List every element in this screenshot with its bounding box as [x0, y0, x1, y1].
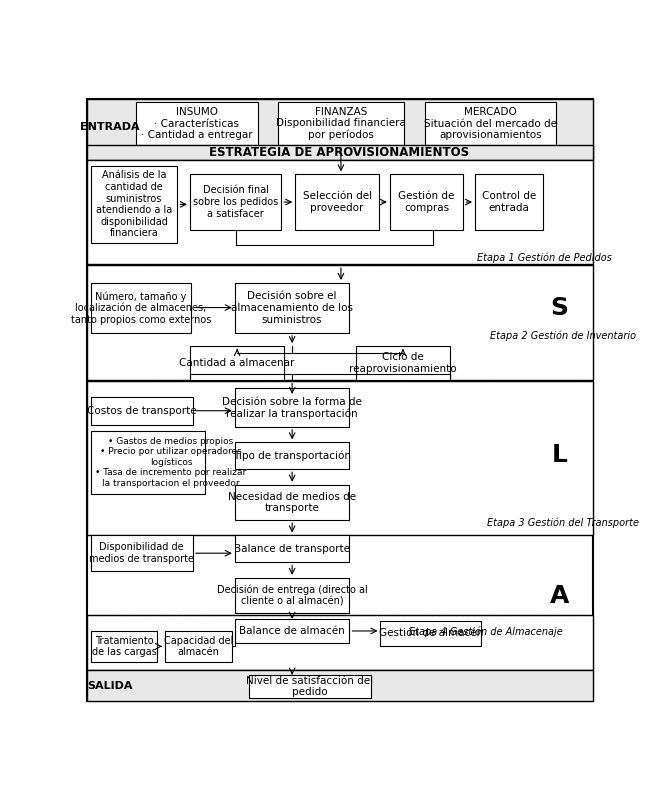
- Text: Necesidad de medios de
transporte: Necesidad de medios de transporte: [228, 492, 356, 513]
- Text: Decisión final
sobre los pedidos
a satisfacer: Decisión final sobre los pedidos a satis…: [193, 185, 278, 219]
- Text: Etapa 3 Gestión del Transporte: Etapa 3 Gestión del Transporte: [487, 518, 639, 528]
- Bar: [235, 283, 349, 333]
- Bar: [295, 174, 379, 230]
- Bar: [426, 102, 556, 145]
- Text: Gestión de almacén: Gestión de almacén: [379, 628, 483, 638]
- Text: ENTRADA: ENTRADA: [80, 123, 140, 132]
- Bar: [190, 174, 281, 230]
- Bar: [87, 381, 593, 535]
- Text: Etapa 4 Gestión de Almacenaje: Etapa 4 Gestión de Almacenaje: [409, 626, 563, 637]
- Text: Capacidad del
almacén: Capacidad del almacén: [164, 635, 233, 657]
- Bar: [235, 485, 349, 520]
- Text: MERCADO
Situación del mercado de
aprovisionamientos: MERCADO Situación del mercado de aprovis…: [424, 107, 557, 140]
- Bar: [87, 99, 593, 161]
- Text: Selección del
proveedor: Selección del proveedor: [302, 192, 372, 213]
- Bar: [381, 621, 481, 645]
- Text: Costos de transporte: Costos de transporte: [87, 406, 197, 416]
- Bar: [87, 670, 593, 701]
- Bar: [190, 346, 284, 380]
- Text: Análisis de la
cantidad de
suministros
atendiendo a la
disponibilidad
financiera: Análisis de la cantidad de suministros a…: [96, 170, 172, 238]
- Bar: [249, 675, 371, 698]
- Bar: [235, 388, 349, 427]
- Text: • Gastos de medios propios
• Precio por utilizar operadores
logísticos
• Tasa de: • Gastos de medios propios • Precio por …: [95, 437, 247, 488]
- Text: Número, tamaño y
localización de almacenes,
tanto propios como externos: Número, tamaño y localización de almacen…: [71, 291, 211, 325]
- Text: Tipo de transportación: Tipo de transportación: [233, 451, 351, 461]
- Bar: [91, 166, 178, 243]
- Text: Etapa 1 Gestión de Pedidos: Etapa 1 Gestión de Pedidos: [477, 253, 612, 263]
- Bar: [235, 442, 349, 469]
- Text: Gestión de
compras: Gestión de compras: [398, 192, 455, 213]
- Bar: [91, 631, 157, 662]
- Text: Etapa 2 Gestión de Inventario: Etapa 2 Gestión de Inventario: [491, 331, 636, 341]
- Bar: [91, 283, 192, 333]
- Bar: [355, 346, 450, 380]
- Text: Decisión sobre la forma de
realizar la transportación: Decisión sobre la forma de realizar la t…: [222, 397, 362, 419]
- Text: Decisión sobre el
almacenamiento de los
suministros: Decisión sobre el almacenamiento de los …: [231, 291, 353, 325]
- Bar: [87, 145, 593, 161]
- Text: S: S: [550, 295, 568, 319]
- Text: ESTRATEGIA DE APROVISIONAMIENTOS: ESTRATEGIA DE APROVISIONAMIENTOS: [210, 147, 469, 159]
- Bar: [91, 431, 206, 494]
- Bar: [91, 397, 193, 425]
- Text: Decisión de entrega (directo al
cliente o al almacén): Decisión de entrega (directo al cliente …: [217, 584, 367, 607]
- Bar: [87, 615, 593, 670]
- Bar: [475, 174, 543, 230]
- Text: A: A: [550, 584, 570, 607]
- Bar: [91, 535, 193, 571]
- Text: Disponibilidad de
medios de transporte: Disponibilidad de medios de transporte: [90, 543, 194, 564]
- Bar: [165, 631, 231, 662]
- Bar: [235, 578, 349, 613]
- Bar: [87, 265, 593, 380]
- Text: Control de
entrada: Control de entrada: [482, 192, 536, 213]
- Bar: [235, 535, 349, 562]
- Text: Nivel de satisfacción del
pedido: Nivel de satisfacción del pedido: [247, 676, 373, 697]
- Bar: [390, 174, 463, 230]
- Text: INSUMO
· Características
· Cantidad a entregar: INSUMO · Características · Cantidad a en…: [141, 107, 253, 140]
- Text: Tratamiento
de las cargas: Tratamiento de las cargas: [91, 635, 156, 657]
- Text: SALIDA: SALIDA: [88, 680, 133, 691]
- Bar: [87, 161, 593, 265]
- Text: FINANZAS
Disponibilidad financiera
por períodos: FINANZAS Disponibilidad financiera por p…: [276, 107, 406, 140]
- Text: Ciclo de
reaprovisionamiento: Ciclo de reaprovisionamiento: [349, 352, 457, 374]
- Text: Cantidad a almacenar: Cantidad a almacenar: [180, 358, 295, 368]
- Text: L: L: [552, 444, 568, 467]
- Text: Balance de almacén: Balance de almacén: [239, 626, 345, 636]
- Bar: [278, 102, 404, 145]
- Bar: [135, 102, 258, 145]
- Text: Balance de transporte: Balance de transporte: [234, 544, 350, 554]
- Bar: [235, 619, 349, 643]
